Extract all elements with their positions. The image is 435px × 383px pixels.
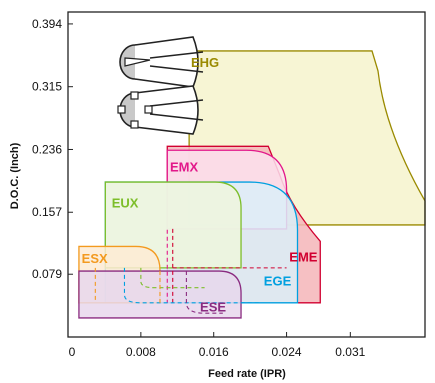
region-label-layer: EHG EME EMX EGE EUX ESX ESE bbox=[82, 55, 318, 315]
y-tick-label: 0.079 bbox=[32, 267, 62, 281]
grooved-cutter-icon bbox=[119, 36, 204, 88]
x-tick-label: 0.024 bbox=[272, 345, 302, 359]
region-label-ehg: EHG bbox=[191, 55, 219, 70]
region-label-esx: ESX bbox=[82, 251, 108, 266]
y-axis-title: D.O.C. (Inch) bbox=[9, 142, 21, 209]
plot-frame bbox=[67, 11, 426, 338]
y-tick-label: 0.157 bbox=[32, 205, 62, 219]
region-layer bbox=[78, 50, 426, 319]
region-label-eme: EME bbox=[289, 250, 318, 265]
overlap-guide-esx bbox=[94, 267, 161, 303]
y-tick-label: 0.315 bbox=[32, 80, 62, 94]
region-label-ege: EGE bbox=[264, 273, 292, 288]
region-overlay-layer bbox=[94, 228, 287, 314]
x-tick-label: 0.008 bbox=[126, 345, 156, 359]
x-axis-title: Feed rate (IPR) bbox=[208, 368, 286, 380]
x-tick-label: 0.016 bbox=[199, 345, 229, 359]
slotted-cutter-icon bbox=[117, 85, 204, 135]
region-label-emx: EMX bbox=[170, 160, 199, 175]
overlap-guide-eme bbox=[172, 228, 287, 303]
origin-label: 0 bbox=[69, 345, 76, 359]
overlap-guide-ese bbox=[185, 271, 223, 314]
tool-icons bbox=[117, 36, 204, 135]
y-tick-label: 0.394 bbox=[32, 17, 62, 31]
region-label-ese: ESE bbox=[200, 300, 226, 315]
overlap-guide-eux bbox=[140, 267, 205, 289]
axis-ticks: 0.008 0.016 0.024 0.031 0.079 0.157 0.236 0.315… bbox=[32, 17, 366, 359]
x-tick-label: 0.031 bbox=[335, 345, 365, 359]
region-label-eux: EUX bbox=[112, 195, 139, 210]
y-tick-label: 0.236 bbox=[32, 142, 62, 156]
